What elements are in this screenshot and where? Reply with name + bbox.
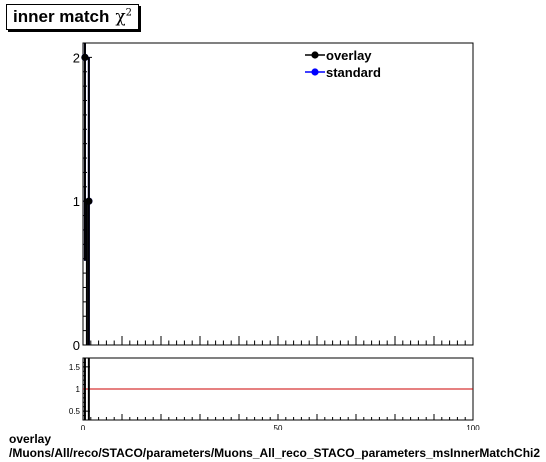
legend-label-overlay: overlay: [326, 48, 372, 63]
ratio-y-tick-label: 1: [76, 385, 81, 394]
ratio-y-tick-label: 1.5: [69, 363, 81, 372]
legend-marker-standard: [311, 68, 319, 76]
main-plot-frame: [82, 42, 474, 346]
main-plot-panel: 0 1 2 overlay standard: [73, 42, 474, 353]
chart-title-symbol: χ2: [115, 7, 133, 27]
ratio-x-tick-label: 0: [81, 424, 86, 430]
chart-title-text: inner match: [13, 7, 110, 26]
y-tick-label: 1: [73, 194, 80, 209]
ratio-x-tick-label: 50: [274, 424, 283, 430]
ratio-y-tick-label: 0.5: [69, 407, 81, 416]
legend: overlay standard: [305, 48, 381, 80]
chart-canvas: 0 1 2 overlay standard 0 50 100 0.5 1 1.5: [69, 42, 480, 430]
overlay-point: [81, 53, 89, 61]
legend-marker-overlay: [311, 51, 319, 59]
ratio-x-tick-label: 100: [466, 424, 480, 430]
caption-line-1: overlay: [9, 432, 52, 446]
legend-label-standard: standard: [326, 65, 381, 80]
caption-line-2: /Muons/All/reco/STACO/parameters/Muons_A…: [9, 446, 541, 460]
y-tick-label: 2: [73, 50, 80, 65]
chart-title: inner match χ2: [6, 4, 140, 30]
ratio-plot-panel: 0 50 100 0.5 1 1.5: [69, 357, 480, 430]
plot-caption: overlay /Muons/All/reco/STACO/parameters…: [9, 432, 540, 460]
y-tick-label: 0: [73, 338, 80, 353]
